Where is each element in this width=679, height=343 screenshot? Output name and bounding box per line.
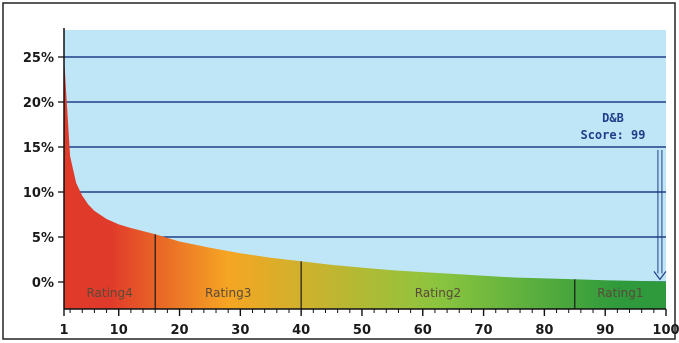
band-label-1: Rating4: [86, 286, 132, 300]
x-tick-label-50: 50: [353, 323, 371, 338]
y-tick-label-10: 10%: [23, 186, 54, 201]
annotation-line-2: Score: 99: [580, 128, 645, 142]
x-tick-label-60: 60: [414, 323, 432, 338]
x-tick-label-30: 30: [231, 323, 249, 338]
band-labels: Rating4 Rating3 Rating2 Rating1: [86, 286, 643, 300]
score-annotation: D&B Score: 99: [580, 111, 667, 281]
annotation-arrow-head: [653, 271, 667, 281]
band-dividers: [154, 234, 576, 309]
band-label-4: Rating1: [597, 286, 643, 300]
chart-frame: [2, 2, 676, 340]
annotation-line-1: D&B: [602, 111, 624, 125]
tick-labels: 1 10 20 30 40 50 60 70 80 90 100 0% 5% 10% 15% 20% 25%: [23, 51, 679, 338]
y-tick-label-5: 5%: [32, 231, 54, 246]
band-label-2: Rating3: [205, 286, 251, 300]
x-tick-label-20: 20: [170, 323, 188, 338]
x-tick-label-10: 10: [110, 323, 128, 338]
axes: [58, 28, 667, 316]
y-tick-label-20: 20%: [23, 96, 54, 111]
x-tick-label-80: 80: [535, 323, 553, 338]
x-tick-label-100: 100: [652, 323, 679, 338]
band-label-3: Rating2: [415, 286, 461, 300]
x-tick-label-90: 90: [596, 323, 614, 338]
distribution-area: [64, 57, 666, 309]
y-tick-label-15: 15%: [23, 141, 54, 156]
x-tick-label-70: 70: [475, 323, 493, 338]
y-tick-label-25: 25%: [23, 51, 54, 66]
y-tick-label-0: 0%: [32, 276, 54, 291]
x-tick-label-40: 40: [292, 323, 310, 338]
x-tick-label-1: 1: [59, 323, 68, 338]
